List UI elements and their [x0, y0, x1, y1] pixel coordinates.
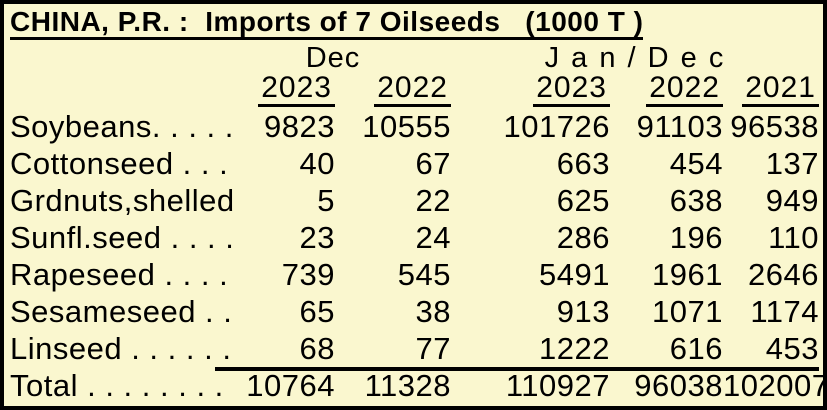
year-header-dec-2022: 2022 — [335, 73, 451, 108]
table-row-cottonseed: Cottonseed . . . 40 67 663 454 137 — [4, 145, 823, 182]
value-cell: 24 — [415, 220, 451, 255]
value-cell: 38 — [415, 294, 451, 329]
value-cell: 638 — [669, 183, 723, 218]
row-label: Sunfl.seed . . . . — [10, 220, 235, 255]
value-cell: 5 — [317, 183, 335, 218]
value-cell: 137 — [765, 146, 819, 181]
table-row-linseed: Linseed . . . . . . 68 77 1222 616 453 — [4, 330, 823, 371]
table-row-sunflseed: Sunfl.seed . . . . 23 24 286 196 110 — [4, 219, 823, 256]
value-cell: 68 — [215, 330, 335, 371]
value-cell: 1961 — [652, 257, 723, 292]
row-label: Soybeans. . . . . — [10, 109, 234, 144]
row-label: Grdnuts,shelled — [10, 183, 235, 218]
value-cell: 196 — [669, 220, 723, 255]
value-cell: 101726 — [503, 109, 610, 144]
empty-header-cell — [10, 43, 215, 73]
value-cell: 454 — [669, 146, 723, 181]
value-cell: 913 — [556, 294, 610, 329]
title-row: CHINA, P.R. : Imports of 7 Oilseeds (100… — [4, 4, 823, 43]
column-group-header-row: Dec J a n / D e c — [4, 43, 823, 73]
value-cell: 9823 — [264, 109, 335, 144]
page-title: CHINA, P.R. : Imports of 7 Oilseeds (100… — [10, 7, 644, 40]
table-row-grdnuts-shelled: Grdnuts,shelled 5 22 625 638 949 — [4, 182, 823, 219]
value-cell: 453 — [723, 330, 819, 371]
value-cell: 23 — [299, 220, 335, 255]
row-label: Total . . . . . . . . — [10, 368, 224, 403]
value-cell: 22 — [415, 183, 451, 218]
value-cell: 1222 — [451, 330, 610, 371]
value-cell: 96538 — [730, 109, 819, 144]
value-cell: 91103 — [636, 109, 723, 144]
value-cell: 40 — [299, 146, 335, 181]
year-header-dec-2023: 2023 — [215, 73, 335, 108]
table-row-rapeseed: Rapeseed . . . . 739 545 5491 1961 2646 — [4, 256, 823, 293]
year-header-jandec-2022: 2022 — [610, 73, 723, 108]
value-cell: 545 — [397, 257, 451, 292]
row-label: Linseed . . . . . . — [10, 331, 232, 366]
table-row-sesameseed: Sesameseed . . 65 38 913 1071 1174 — [4, 293, 823, 330]
table-row-soybeans: Soybeans. . . . . 9823 10555 101726 9110… — [4, 108, 823, 145]
value-cell: 96038 — [634, 368, 723, 403]
row-label: Rapeseed . . . . — [10, 257, 229, 292]
value-cell: 1071 — [652, 294, 723, 329]
row-label: Sesameseed . . — [10, 294, 233, 329]
value-cell: 616 — [610, 330, 723, 371]
table-row-total: Total . . . . . . . . 10764 11328 110927… — [4, 367, 823, 404]
value-cell: 11328 — [364, 368, 451, 403]
column-group-jandec: J a n / D e c — [544, 42, 726, 74]
value-cell: 949 — [765, 183, 819, 218]
value-cell: 739 — [281, 257, 335, 292]
year-header-jandec-2021: 2021 — [723, 73, 819, 108]
value-cell: 65 — [299, 294, 335, 329]
value-cell: 663 — [556, 146, 610, 181]
value-cell: 286 — [556, 220, 610, 255]
column-group-dec: Dec — [305, 42, 361, 74]
year-header-row: 2023 2022 2023 2022 2021 — [4, 73, 823, 108]
value-cell: 625 — [556, 183, 610, 218]
value-cell: 5491 — [539, 257, 610, 292]
value-cell: 77 — [335, 330, 451, 371]
value-cell: 102007 — [723, 368, 827, 403]
value-cell: 2646 — [748, 257, 819, 292]
value-cell: 110 — [768, 220, 819, 255]
value-cell: 10764 — [246, 368, 335, 403]
value-cell: 67 — [415, 146, 451, 181]
value-cell: 10555 — [362, 109, 451, 144]
value-cell: 1174 — [750, 294, 819, 329]
year-header-jandec-2023: 2023 — [451, 73, 610, 108]
row-label: Cottonseed . . . — [10, 146, 229, 181]
value-cell: 110927 — [505, 368, 610, 403]
empty-header-cell — [10, 73, 215, 108]
